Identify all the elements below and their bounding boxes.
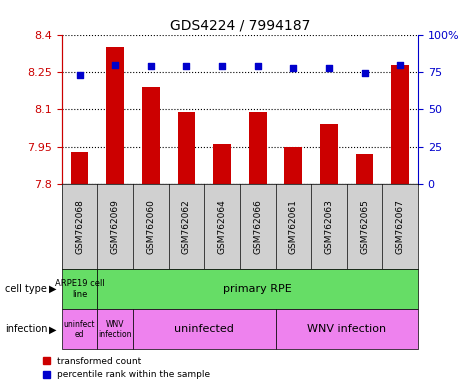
Text: WNV infection: WNV infection <box>307 324 386 334</box>
Bar <box>249 112 266 184</box>
Bar <box>178 112 195 184</box>
Text: GSM762061: GSM762061 <box>289 199 298 254</box>
Text: GSM762068: GSM762068 <box>75 199 84 254</box>
Text: ▶: ▶ <box>48 284 56 294</box>
Text: infection: infection <box>5 324 47 334</box>
Point <box>218 63 226 69</box>
Bar <box>213 144 231 184</box>
Text: GSM762062: GSM762062 <box>182 199 191 254</box>
Bar <box>356 154 373 184</box>
Bar <box>62 269 97 309</box>
Bar <box>106 47 124 184</box>
Point <box>147 63 155 69</box>
Text: uninfected: uninfected <box>174 324 234 334</box>
Text: cell type: cell type <box>5 284 47 294</box>
Point <box>289 65 297 71</box>
Bar <box>133 309 276 349</box>
Text: GSM762064: GSM762064 <box>218 199 227 254</box>
Text: GSM762060: GSM762060 <box>146 199 155 254</box>
Bar <box>276 309 418 349</box>
Bar <box>142 87 160 184</box>
Text: GSM762063: GSM762063 <box>324 199 333 254</box>
Point <box>396 61 404 68</box>
Text: GSM762067: GSM762067 <box>396 199 405 254</box>
Point <box>182 63 190 69</box>
Point <box>361 70 369 76</box>
Text: GSM762066: GSM762066 <box>253 199 262 254</box>
Text: GSM762065: GSM762065 <box>360 199 369 254</box>
Text: WNV
infection: WNV infection <box>98 319 132 339</box>
Point <box>325 65 332 71</box>
Text: uninfect
ed: uninfect ed <box>64 319 95 339</box>
Bar <box>62 309 97 349</box>
Bar <box>71 152 88 184</box>
Point <box>254 63 261 69</box>
Point <box>111 61 119 68</box>
Bar <box>97 309 133 349</box>
Legend: transformed count, percentile rank within the sample: transformed count, percentile rank withi… <box>43 357 210 379</box>
Title: GDS4224 / 7994187: GDS4224 / 7994187 <box>170 18 310 32</box>
Text: ▶: ▶ <box>48 324 56 334</box>
Text: primary RPE: primary RPE <box>223 284 292 294</box>
Bar <box>320 124 338 184</box>
Text: GSM762069: GSM762069 <box>111 199 120 254</box>
Point <box>76 72 84 78</box>
Bar <box>285 147 302 184</box>
Bar <box>391 65 409 184</box>
Text: ARPE19 cell
line: ARPE19 cell line <box>55 279 104 299</box>
